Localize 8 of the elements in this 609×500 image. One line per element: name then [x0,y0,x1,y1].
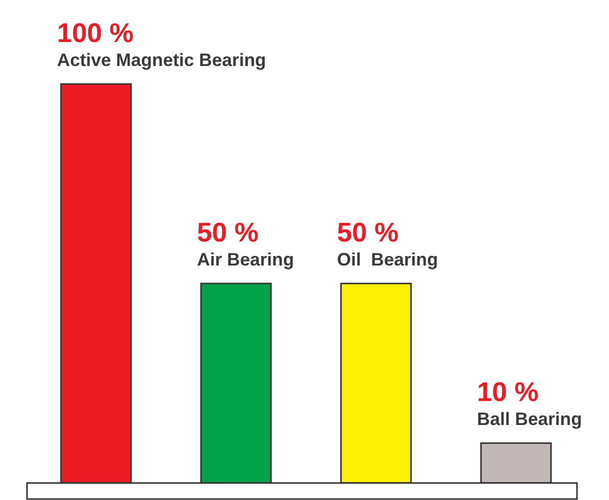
x-tick-label: Air Bearing [197,250,294,270]
data-label: 50 % [337,218,399,248]
data-label: 100 % [57,18,134,48]
data-label: 50 % [197,218,259,248]
x-tick-label: Oil Bearing [337,250,438,270]
x-tick-label: Active Magnetic Bearing [57,50,266,70]
x-tick-label: Ball Bearing [477,409,582,430]
data-label: 10 % [477,377,539,408]
